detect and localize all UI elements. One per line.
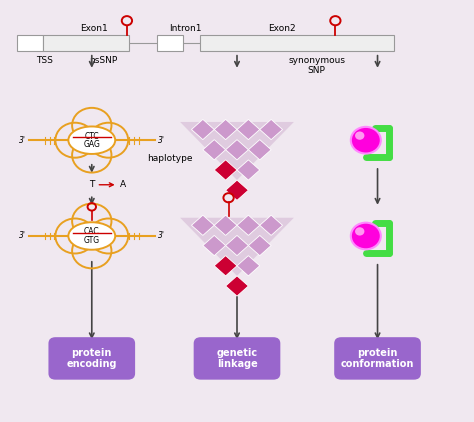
- Ellipse shape: [68, 127, 115, 154]
- FancyBboxPatch shape: [43, 35, 129, 51]
- Text: Exon2: Exon2: [268, 24, 295, 33]
- Text: 3': 3': [19, 136, 26, 145]
- Polygon shape: [191, 215, 214, 235]
- Text: haplotype: haplotype: [147, 154, 192, 163]
- Text: nsSNP: nsSNP: [90, 56, 118, 65]
- Polygon shape: [226, 180, 248, 200]
- Text: synonymous
SNP: synonymous SNP: [288, 56, 345, 75]
- Circle shape: [355, 132, 365, 140]
- Polygon shape: [203, 140, 226, 160]
- Polygon shape: [237, 119, 260, 140]
- Polygon shape: [226, 235, 248, 256]
- Polygon shape: [248, 235, 271, 256]
- Circle shape: [355, 227, 365, 235]
- Text: conformation: conformation: [341, 359, 414, 369]
- Polygon shape: [248, 140, 271, 160]
- Text: encoding: encoding: [66, 359, 117, 369]
- Circle shape: [351, 127, 381, 154]
- Polygon shape: [203, 235, 226, 256]
- Polygon shape: [214, 160, 237, 180]
- Text: genetic: genetic: [217, 349, 257, 358]
- FancyBboxPatch shape: [200, 35, 394, 51]
- Circle shape: [351, 223, 381, 249]
- Polygon shape: [214, 256, 237, 276]
- FancyBboxPatch shape: [157, 35, 183, 51]
- Polygon shape: [226, 276, 248, 296]
- Polygon shape: [226, 140, 248, 160]
- Text: T: T: [89, 180, 94, 189]
- FancyBboxPatch shape: [194, 337, 280, 380]
- Text: Exon1: Exon1: [80, 24, 108, 33]
- Polygon shape: [237, 256, 260, 276]
- Text: Intron1: Intron1: [169, 24, 201, 33]
- Text: TSS: TSS: [36, 56, 54, 65]
- Polygon shape: [214, 215, 237, 235]
- Polygon shape: [180, 122, 294, 180]
- Polygon shape: [260, 119, 283, 140]
- Text: GAG: GAG: [83, 140, 100, 149]
- Polygon shape: [191, 119, 214, 140]
- Polygon shape: [237, 160, 260, 180]
- Text: 3': 3': [158, 232, 164, 241]
- Text: protein: protein: [357, 349, 398, 358]
- Ellipse shape: [68, 222, 115, 250]
- Text: A: A: [120, 180, 126, 189]
- Polygon shape: [180, 218, 294, 276]
- Polygon shape: [260, 215, 283, 235]
- Text: protein: protein: [72, 349, 112, 358]
- Polygon shape: [237, 215, 260, 235]
- Text: linkage: linkage: [217, 359, 257, 369]
- Text: 3': 3': [19, 232, 26, 241]
- FancyBboxPatch shape: [48, 337, 135, 380]
- Polygon shape: [214, 119, 237, 140]
- Text: CTC: CTC: [84, 132, 99, 141]
- FancyBboxPatch shape: [17, 35, 43, 51]
- Text: 3': 3': [158, 136, 164, 145]
- Text: CAC: CAC: [84, 227, 100, 236]
- Text: GTG: GTG: [84, 235, 100, 245]
- FancyBboxPatch shape: [334, 337, 421, 380]
